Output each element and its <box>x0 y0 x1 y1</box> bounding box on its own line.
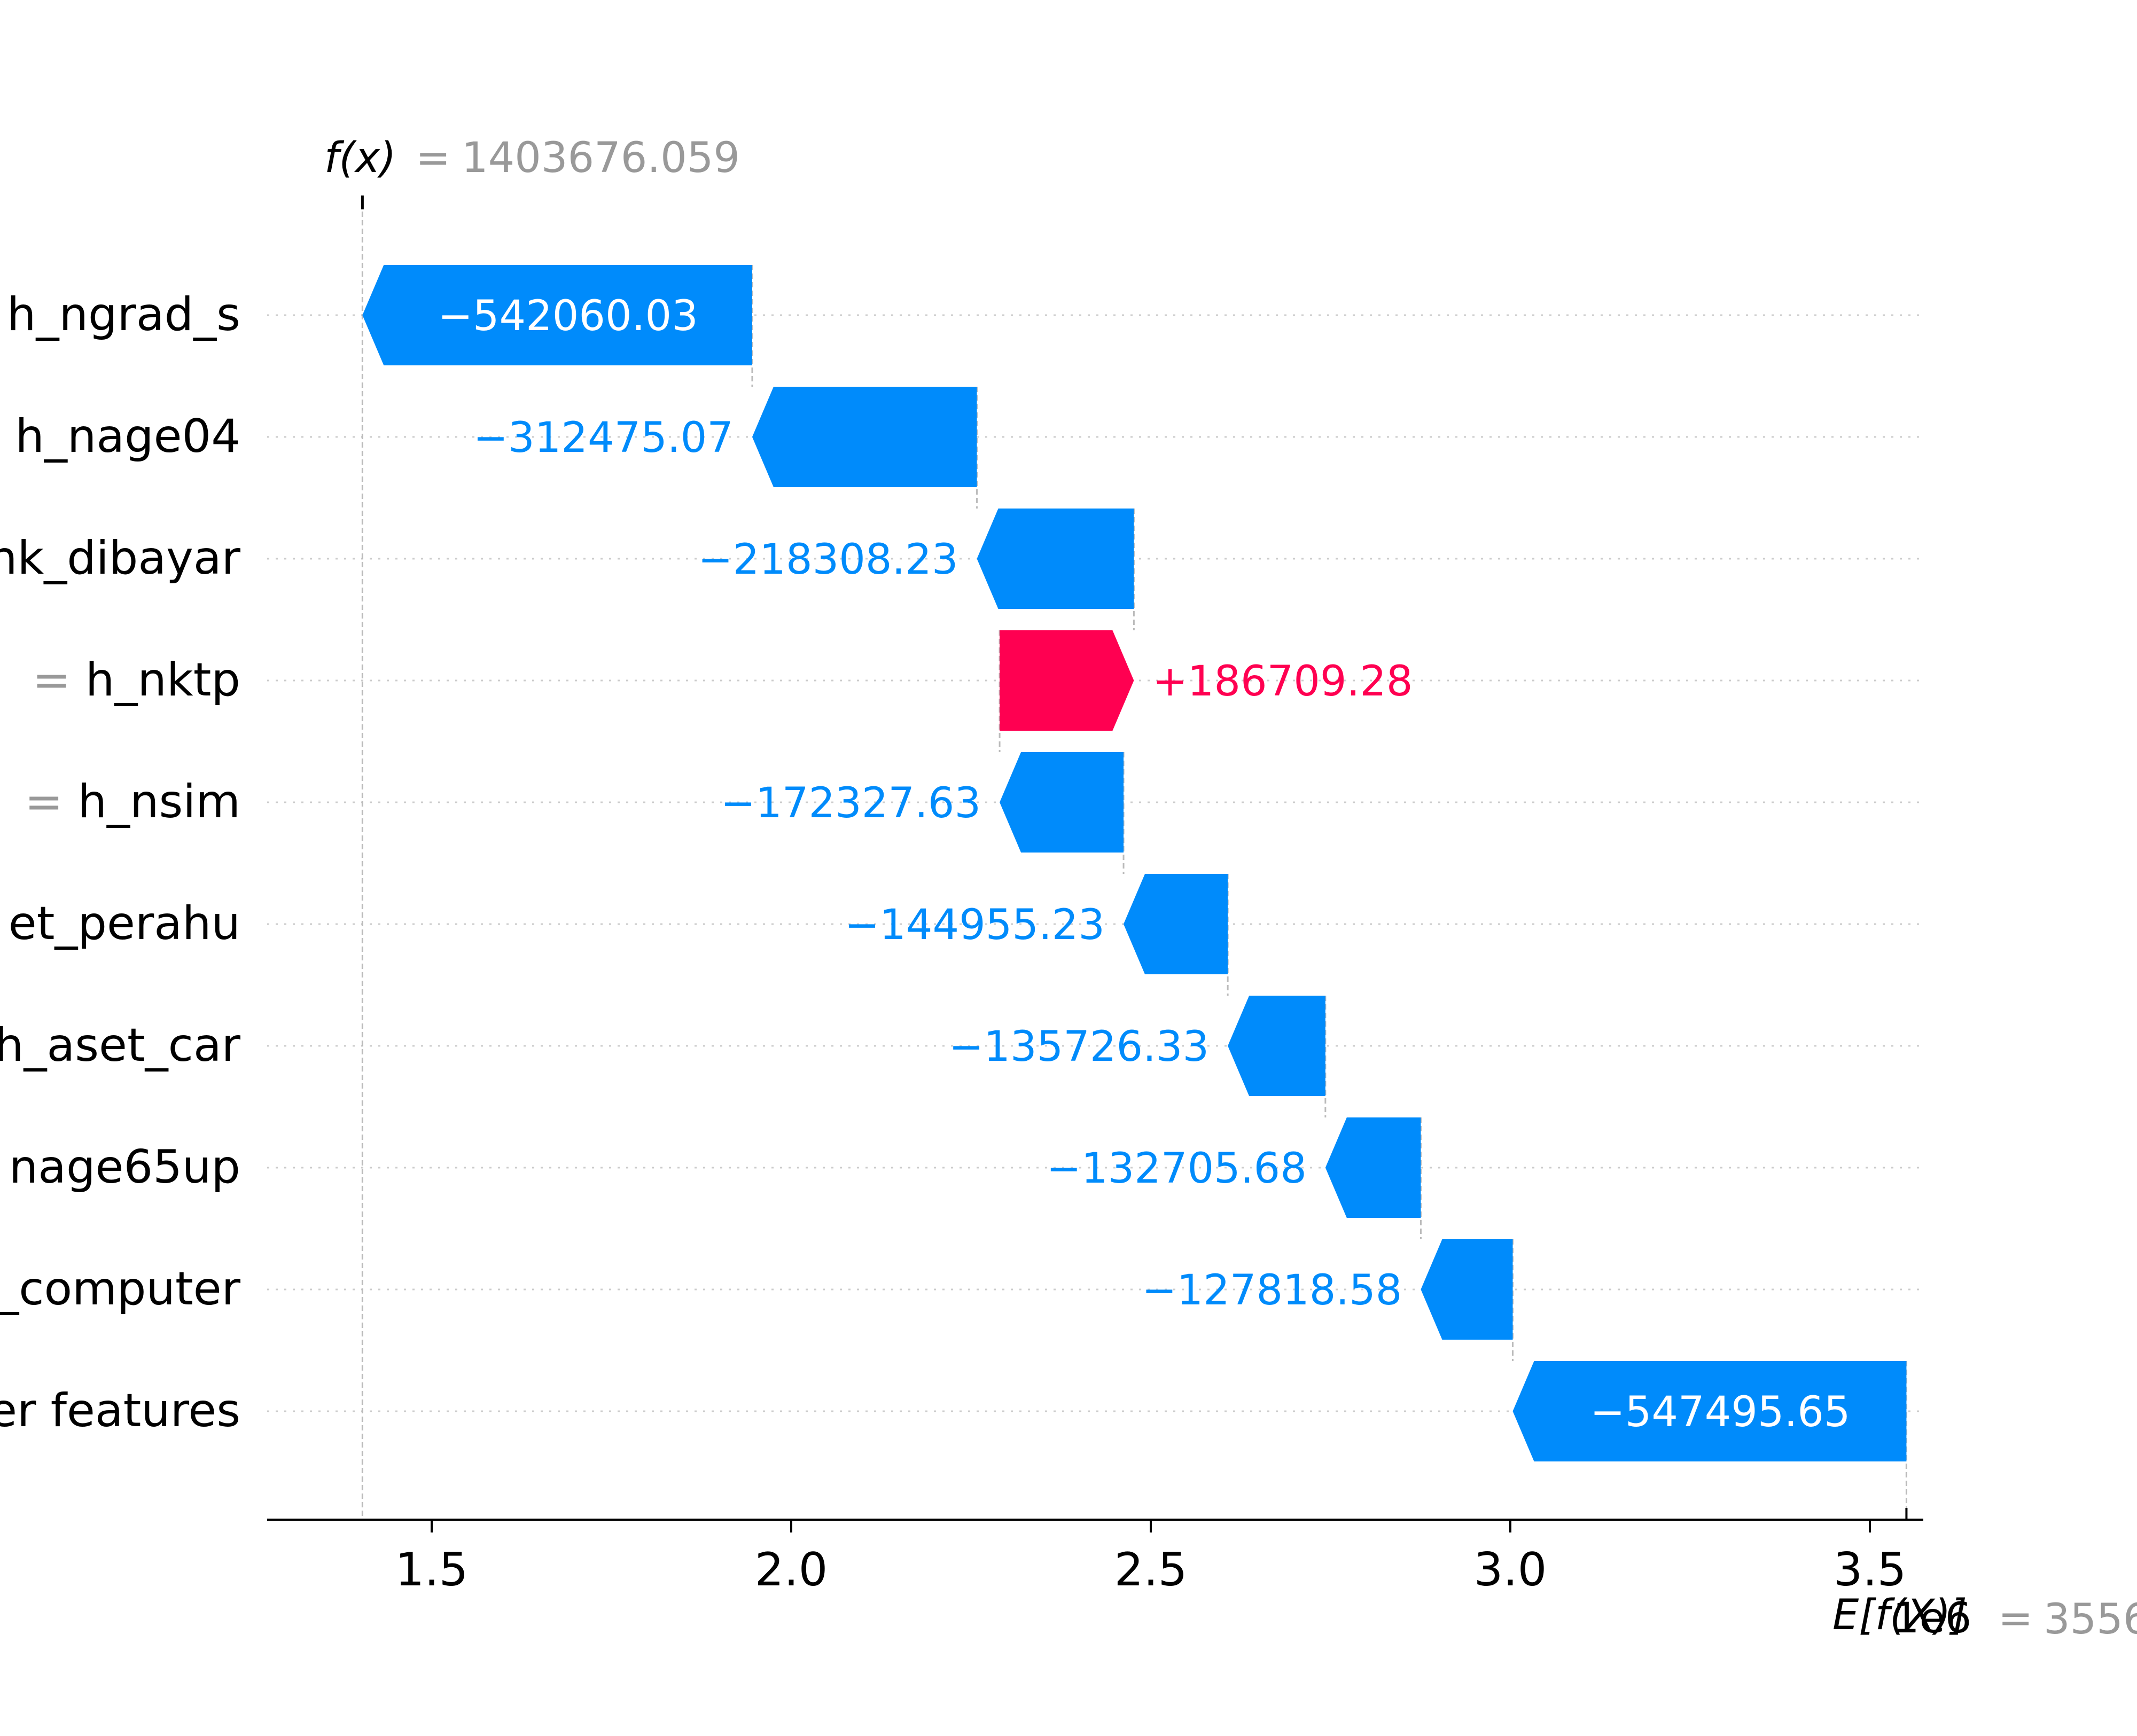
feature-label: = h_nsim <box>25 775 240 828</box>
value-label: −218308.23 <box>698 536 958 584</box>
value-label: −127818.58 <box>1142 1266 1402 1315</box>
expected-value-equals: = <box>1998 1594 2033 1643</box>
bar-nage65up <box>1325 1117 1421 1218</box>
value-label: −547495.65 <box>1590 1388 1850 1436</box>
fx-equals: = <box>416 134 450 182</box>
value-label: −172327.63 <box>721 779 981 827</box>
feature-label: h_aset_car <box>0 1019 241 1072</box>
bar-nk-dibayar <box>977 509 1134 609</box>
contribution-bars: −542060.03 −312475.07 −218308.23 +186709.28… <box>362 265 1907 1461</box>
x-tick-label: 1.5 <box>395 1543 469 1597</box>
value-label: +186709.28 <box>1152 658 1413 706</box>
bar-h-ngrad-s <box>362 265 752 365</box>
expected-value-label: E[f(X)] <box>1832 1591 1967 1639</box>
x-tick-label: 3.0 <box>1474 1543 1547 1597</box>
feature-label: nk_dibayar <box>0 531 241 585</box>
feature-label: _computer <box>0 1262 241 1316</box>
bar-et-perahu <box>1124 874 1228 974</box>
bar-er-features <box>1512 1361 1907 1461</box>
fx-value: 1403676.059 <box>462 134 740 182</box>
value-label: −132705.68 <box>1047 1145 1307 1193</box>
feature-label: = h_nktp <box>32 653 240 707</box>
fx-label: f(x) <box>324 134 396 182</box>
expected-value: 3556 <box>2044 1596 2137 1644</box>
value-label: −135726.33 <box>949 1023 1209 1071</box>
feature-label-name: h_nktp <box>85 653 240 707</box>
feature-label: er features <box>0 1384 240 1437</box>
value-label: −542060.03 <box>438 292 698 340</box>
bar-h-nage04 <box>752 387 977 487</box>
bar-h-aset-car <box>1228 996 1325 1096</box>
connector-lines <box>361 196 1907 1520</box>
value-label: −312475.07 <box>473 414 734 462</box>
bar-h-nsim <box>1000 752 1124 853</box>
x-tick-label: 2.0 <box>755 1543 828 1597</box>
feature-label: nage65up <box>9 1140 240 1194</box>
fx-annotation: f(x) = 1403676.059 <box>324 134 740 182</box>
row-gridlines <box>267 314 1923 1412</box>
bar-h-nktp <box>1000 630 1134 731</box>
feature-label: et_perahu <box>9 897 240 950</box>
feature-label: h_ngrad_s <box>7 288 240 341</box>
x-tick-label: 3.5 <box>1834 1543 1907 1597</box>
x-tick-label: 2.5 <box>1114 1543 1188 1597</box>
bar-computer <box>1421 1239 1513 1340</box>
feature-label-prefix: = <box>25 775 77 828</box>
x-axis: 1.5 2.0 2.5 3.0 3.5 <box>267 1508 1923 1597</box>
axis-multiplier: 1e6 <box>1893 1594 1971 1643</box>
feature-label-name: h_nsim <box>78 775 241 828</box>
expected-value-annotation: E[f(X)] = 3556 1e6 <box>1832 1591 2137 1644</box>
feature-label-prefix: = <box>32 653 85 707</box>
value-label: −144955.23 <box>845 901 1105 949</box>
feature-label: h_nage04 <box>15 410 240 463</box>
